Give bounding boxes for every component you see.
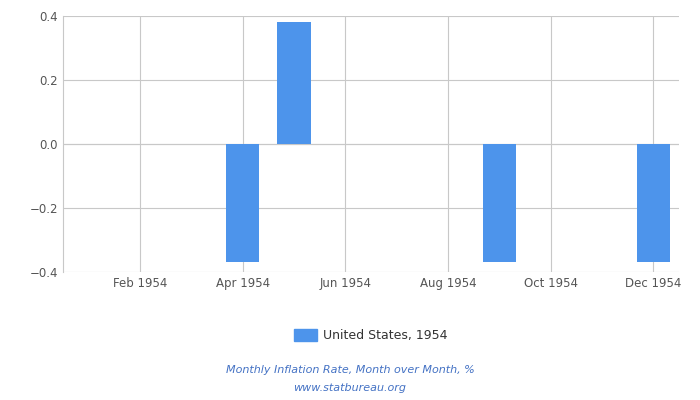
Text: www.statbureau.org: www.statbureau.org: [293, 383, 407, 393]
Bar: [277, 22, 311, 144]
Bar: [483, 144, 516, 262]
Bar: [637, 144, 670, 262]
Text: Monthly Inflation Rate, Month over Month, %: Monthly Inflation Rate, Month over Month…: [225, 365, 475, 375]
Legend: United States, 1954: United States, 1954: [289, 324, 453, 347]
Bar: [226, 144, 259, 262]
